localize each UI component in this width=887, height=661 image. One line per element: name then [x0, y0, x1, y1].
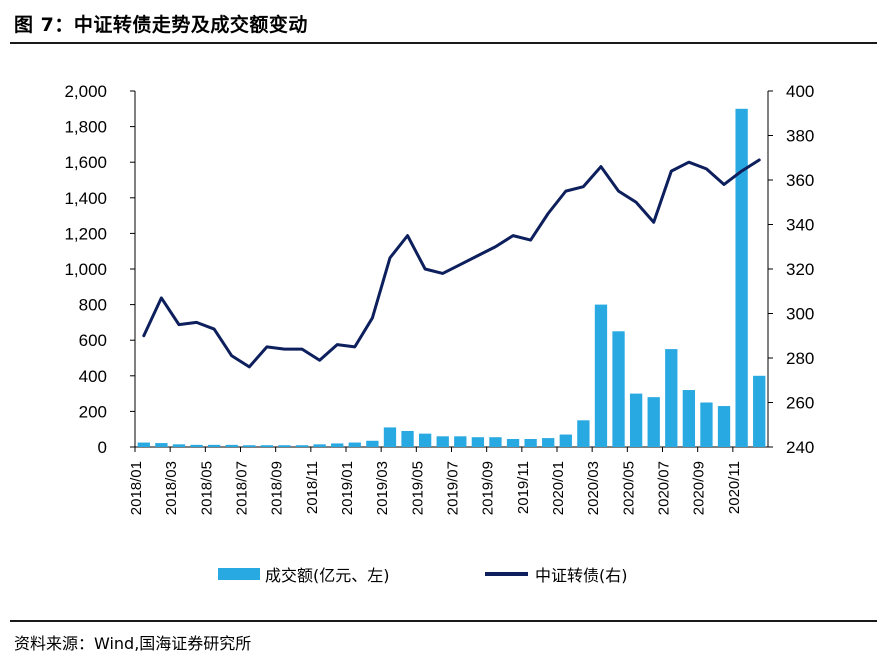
left-tick-label: 0	[98, 438, 107, 457]
x-tick-label: 2020/11	[726, 461, 743, 514]
legend-line-label: 中证转债(右)	[535, 566, 628, 585]
bar	[313, 444, 326, 447]
x-tick-label: 2020/01	[550, 461, 567, 515]
bar	[682, 390, 696, 447]
x-tick-label: 2020/05	[620, 461, 637, 515]
x-tick-label: 2020/07	[656, 461, 673, 515]
x-tick-label: 2019/03	[374, 461, 391, 515]
bar	[436, 436, 449, 447]
legend-bar-swatch	[218, 568, 260, 580]
x-tick-label: 2018/05	[198, 461, 215, 515]
bar	[647, 397, 660, 447]
legend: 成交额(亿元、左) 中证转债(右)	[218, 566, 628, 585]
bar	[612, 331, 625, 447]
right-tick-label: 340	[786, 216, 814, 235]
bar	[348, 442, 361, 447]
bar	[717, 406, 731, 447]
bar	[418, 433, 432, 447]
bar	[260, 445, 274, 447]
source-divider	[10, 620, 877, 622]
left-tick-label: 1,000	[64, 260, 107, 279]
bar	[295, 445, 309, 447]
x-tick-label: 2018/03	[163, 461, 180, 515]
bar-series	[137, 108, 766, 448]
bar	[278, 445, 291, 447]
right-tick-label: 300	[786, 305, 814, 324]
x-tick-label: 2018/07	[234, 461, 251, 515]
x-tick-label: 2019/07	[445, 461, 462, 515]
right-tick-label: 380	[786, 127, 814, 146]
bar	[577, 420, 590, 447]
bar	[331, 443, 344, 447]
bar	[524, 438, 537, 447]
x-tick-label: 2018/09	[269, 461, 286, 515]
left-tick-label: 2,000	[64, 82, 107, 101]
x-tick-label: 2018/11	[304, 461, 321, 514]
bar	[665, 349, 678, 447]
right-tick-label: 260	[786, 394, 814, 413]
bar	[137, 442, 150, 447]
left-tick-label: 1,800	[64, 118, 107, 137]
left-tick-label: 600	[79, 331, 107, 350]
bar	[155, 443, 168, 447]
bar	[243, 445, 256, 447]
left-tick-label: 800	[79, 296, 107, 315]
x-tick-label: 2018/01	[128, 461, 145, 515]
bar	[559, 434, 572, 447]
x-tick-label: 2019/01	[339, 461, 356, 515]
bar	[383, 427, 397, 447]
left-tick-label: 200	[79, 402, 107, 421]
bar	[401, 430, 414, 447]
axes-group: 0 200 400 600 800 1,000 1,200 1,400 1,600 1,800 2,…	[64, 82, 814, 515]
left-tick-label: 1,400	[64, 189, 107, 208]
right-tick-label: 360	[786, 171, 814, 190]
bar	[753, 375, 766, 447]
bar	[225, 444, 238, 447]
bar	[489, 437, 502, 447]
line-series	[142, 158, 761, 369]
bar	[207, 444, 221, 447]
bar	[542, 438, 555, 447]
bar	[366, 440, 379, 447]
bar	[506, 438, 520, 447]
bar	[735, 108, 748, 448]
right-tick-label: 400	[786, 82, 814, 101]
source-note: 资料来源：Wind,国海证券研究所	[14, 634, 252, 653]
x-tick-label: 2019/11	[515, 461, 532, 514]
right-tick-label: 320	[786, 260, 814, 279]
bar	[454, 436, 467, 447]
bar	[700, 402, 713, 447]
left-tick-label: 400	[79, 367, 107, 386]
x-tick-label: 2020/09	[691, 461, 708, 515]
left-tick-label: 1,200	[64, 224, 107, 243]
bar	[629, 393, 643, 447]
bar	[594, 304, 608, 447]
title-divider	[10, 42, 877, 44]
left-tick-label: 1,600	[64, 153, 107, 172]
x-tick-label: 2019/09	[480, 461, 497, 515]
x-tick-label: 2020/03	[585, 461, 602, 515]
right-tick-label: 240	[786, 438, 814, 457]
bar	[471, 437, 485, 447]
right-tick-label: 280	[786, 349, 814, 368]
x-tick-label: 2019/05	[409, 461, 426, 515]
index-line	[142, 158, 761, 369]
bar	[190, 444, 203, 447]
bar	[172, 444, 186, 447]
legend-bar-label: 成交额(亿元、左)	[265, 566, 390, 585]
figure-title: 图 7：中证转债走势及成交额变动	[14, 14, 308, 36]
